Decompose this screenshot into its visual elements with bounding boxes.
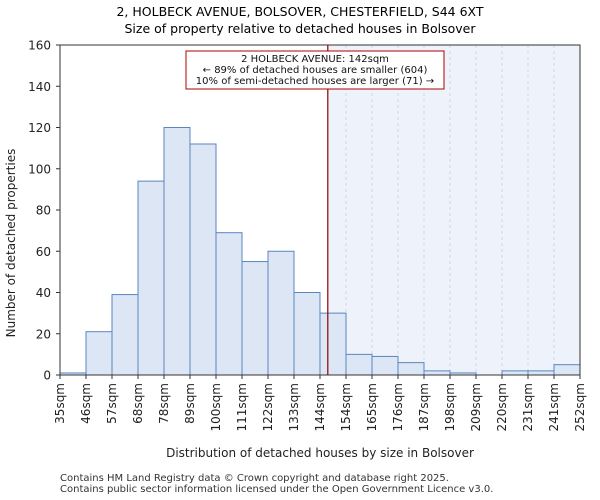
y-tick-label: 80 xyxy=(36,204,51,218)
y-axis-label: Number of detached properties xyxy=(4,149,18,338)
plot-area: 0 20 40 60 80 100 120 140 160 35sqm 46sqm 57sqm 68sq… xyxy=(28,39,587,432)
x-tick-label: 111sqm xyxy=(235,383,249,431)
bar xyxy=(345,353,373,376)
x-tick-label: 241sqm xyxy=(547,383,561,431)
bar xyxy=(501,370,529,376)
y-tick-label: 160 xyxy=(28,39,51,53)
y-tick-label: 140 xyxy=(28,80,51,94)
bar xyxy=(111,294,139,376)
bar xyxy=(241,261,269,376)
footer-line-1: Contains HM Land Registry data © Crown c… xyxy=(60,473,449,484)
bar xyxy=(137,180,165,376)
y-tick-label: 60 xyxy=(36,245,51,259)
chart-title-block: 2, HOLBECK AVENUE, BOLSOVER, CHESTERFIEL… xyxy=(0,3,600,37)
bar xyxy=(553,364,581,376)
bar xyxy=(423,370,451,376)
y-tick-label: 40 xyxy=(36,286,51,300)
bar xyxy=(293,292,321,376)
x-tick-label: 144sqm xyxy=(313,383,327,431)
bar xyxy=(215,232,243,376)
x-tick-label: 68sqm xyxy=(131,383,145,424)
x-axis-label: Distribution of detached houses by size … xyxy=(166,446,474,460)
bar xyxy=(397,362,425,376)
bar xyxy=(267,250,295,376)
x-tick-label: 154sqm xyxy=(339,383,353,431)
x-tick-label: 231sqm xyxy=(521,383,535,431)
x-tick-label: 133sqm xyxy=(287,383,301,431)
footer-line-2: Contains public sector information licen… xyxy=(60,484,494,495)
y-tick-label: 120 xyxy=(28,121,51,135)
x-tick-label: 220sqm xyxy=(495,383,509,431)
x-tick-label: 252sqm xyxy=(573,383,587,431)
bar xyxy=(85,331,113,376)
x-tick-label: 35sqm xyxy=(53,383,67,424)
annotation-line-3: 10% of semi-detached houses are larger (… xyxy=(196,76,434,87)
x-tick-label: 46sqm xyxy=(79,383,93,424)
x-tick-label: 89sqm xyxy=(183,383,197,424)
larger-region-shade xyxy=(327,45,580,375)
bar xyxy=(371,355,399,376)
bar xyxy=(527,370,555,376)
annotation-line-2: ← 89% of detached houses are smaller (60… xyxy=(203,65,428,76)
x-tick-label: 100sqm xyxy=(209,383,223,431)
y-tick-label: 100 xyxy=(28,162,51,176)
annotation-box: 2 HOLBECK AVENUE: 142sqm ← 89% of detach… xyxy=(185,50,445,90)
annotation-line-1: 2 HOLBECK AVENUE: 142sqm xyxy=(241,54,389,65)
x-tick-label: 122sqm xyxy=(261,383,275,431)
y-tick-label: 20 xyxy=(36,327,51,341)
annotation-frame xyxy=(185,50,445,90)
bar xyxy=(189,143,217,376)
footer: Contains HM Land Registry data © Crown c… xyxy=(60,473,493,495)
x-tick-label: 57sqm xyxy=(105,383,119,424)
x-tick-label: 187sqm xyxy=(417,383,431,431)
y-tick-label: 0 xyxy=(43,369,51,383)
x-tick-label: 165sqm xyxy=(365,383,379,431)
bar xyxy=(163,127,191,376)
chart-subtitle: Size of property relative to detached ho… xyxy=(124,21,476,36)
bar xyxy=(319,312,347,376)
chart-title: 2, HOLBECK AVENUE, BOLSOVER, CHESTERFIEL… xyxy=(116,4,484,19)
x-tick-label: 176sqm xyxy=(391,383,405,431)
x-tick-label: 198sqm xyxy=(443,383,457,431)
x-tick-label: 209sqm xyxy=(469,383,483,431)
x-tick-label: 78sqm xyxy=(157,383,171,424)
